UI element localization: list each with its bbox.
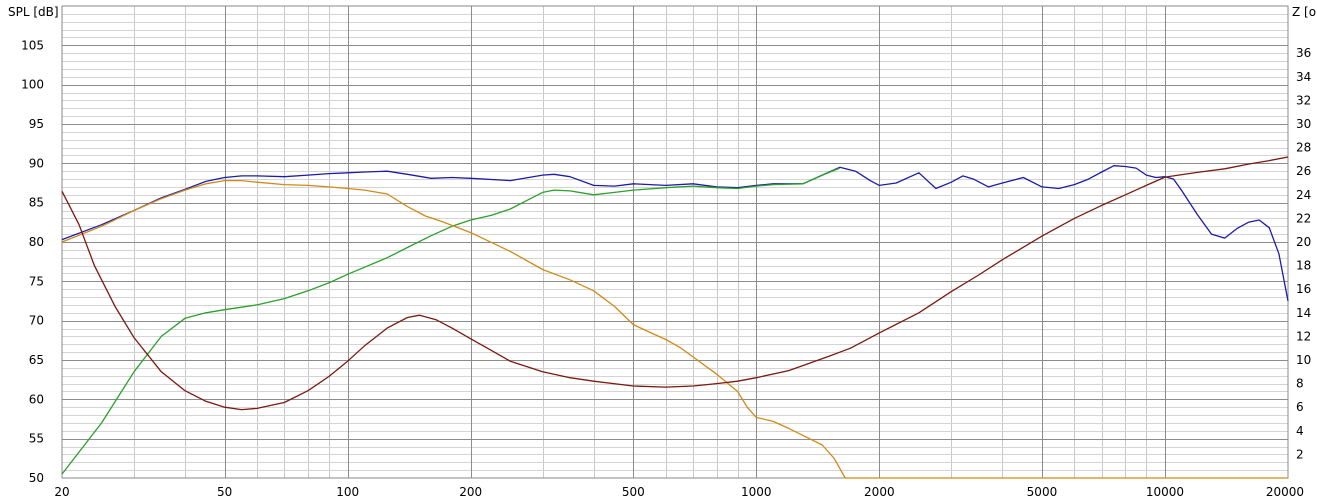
x-tick-label: 2000 (864, 485, 895, 499)
left-y-tick-label: 65 (29, 353, 44, 367)
left-y-tick-label: 95 (29, 117, 44, 131)
series-line-4 (61, 156, 1289, 411)
left-y-tick-label: 60 (29, 392, 44, 406)
right-y-tick-label: 30 (1296, 117, 1311, 131)
right-y-tick-label: 24 (1296, 188, 1311, 202)
right-y-tick-label: 8 (1296, 377, 1304, 391)
x-tick-label: 10000 (1146, 485, 1184, 499)
right-y-tick-label: 2 (1296, 447, 1304, 461)
left-y-tick-label: 55 (29, 432, 44, 446)
grid-major (62, 6, 1288, 478)
right-y-tick-label: 22 (1296, 211, 1311, 225)
right-y-tick-label: 36 (1296, 46, 1311, 60)
left-y-tick-label: 75 (29, 274, 44, 288)
x-tick-labels: 20 50 100 200 500 1000 2000 5000 10000 20000 (54, 485, 1304, 499)
series-line-2 (61, 167, 840, 475)
right-y-tick-label: 4 (1296, 424, 1304, 438)
left-y-tick-label: 80 (29, 235, 44, 249)
right-y-tick-label: 20 (1296, 235, 1311, 249)
left-axis-title: SPL [dB] (8, 5, 59, 19)
right-axis-title: Z [o (1292, 5, 1316, 19)
x-tick-label: 1000 (741, 485, 772, 499)
x-tick-label: 20 (54, 485, 69, 499)
left-y-tick-label: 90 (29, 156, 44, 170)
right-y-tick-label: 6 (1296, 400, 1304, 414)
right-y-tick-label: 28 (1296, 141, 1311, 155)
right-y-tick-label: 14 (1296, 306, 1311, 320)
right-y-tick-label: 10 (1296, 353, 1311, 367)
right-y-tick-label: 16 (1296, 282, 1311, 296)
left-y-tick-label: 100 (21, 78, 44, 92)
left-y-tick-labels: 50 55 60 65 70 75 80 85 90 95 100 105 (21, 38, 44, 485)
left-y-tick-label: 50 (29, 471, 44, 485)
series-layer (61, 156, 1289, 479)
x-tick-label: 5000 (1027, 485, 1058, 499)
series-line-3 (61, 179, 846, 479)
right-y-tick-label: 26 (1296, 164, 1311, 178)
x-tick-label: 50 (217, 485, 232, 499)
right-y-tick-label: 12 (1296, 329, 1311, 343)
series-line-1 (61, 165, 1289, 302)
right-y-tick-label: 34 (1296, 70, 1311, 84)
left-y-tick-label: 85 (29, 196, 44, 210)
x-tick-label: 100 (336, 485, 359, 499)
x-tick-label: 200 (459, 485, 482, 499)
left-y-tick-label: 105 (21, 38, 44, 52)
right-y-tick-label: 32 (1296, 93, 1311, 107)
left-y-tick-label: 70 (29, 314, 44, 328)
x-tick-label: 500 (622, 485, 645, 499)
right-y-tick-label: 18 (1296, 259, 1311, 273)
x-tick-label: 20000 (1266, 485, 1304, 499)
